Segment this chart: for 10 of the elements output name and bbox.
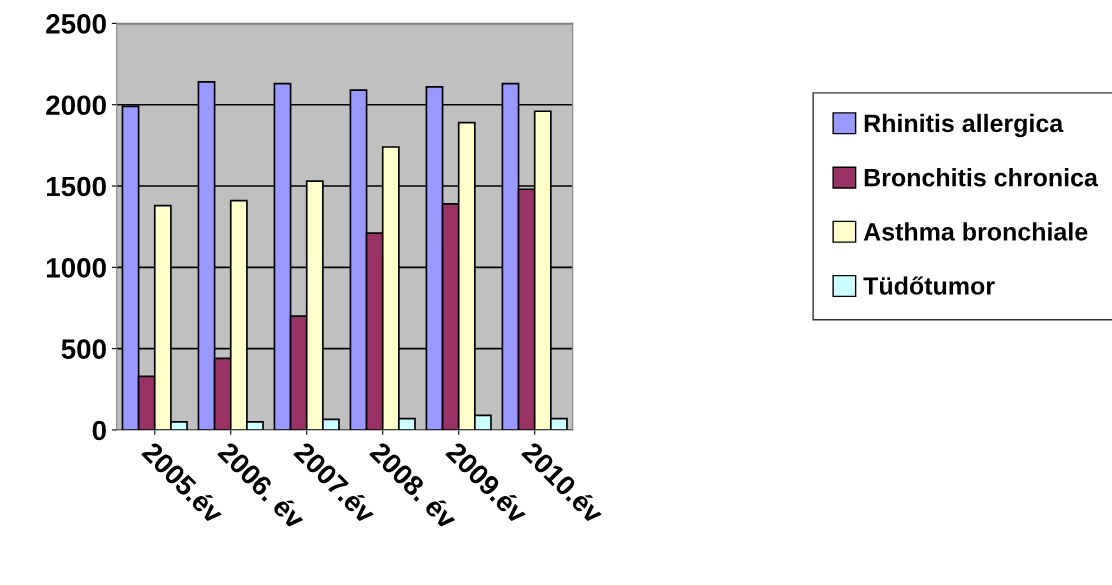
legend-label: Rhinitis allergica [864, 113, 1064, 138]
legend-label: Asthma bronchiale [863, 222, 1088, 241]
y-tick-label: 1500 [47, 176, 106, 197]
legend-label: Tüdőtumor [863, 276, 995, 295]
y-tick-label: 0 [92, 420, 106, 441]
y-tick-label: 500 [61, 339, 106, 359]
y-tick-label: 2000 [46, 95, 106, 116]
y-tick-label: 2500 [46, 14, 106, 34]
legend-label: Bronchitis chronica [864, 168, 1099, 187]
y-tick-label: 1000 [47, 258, 106, 278]
